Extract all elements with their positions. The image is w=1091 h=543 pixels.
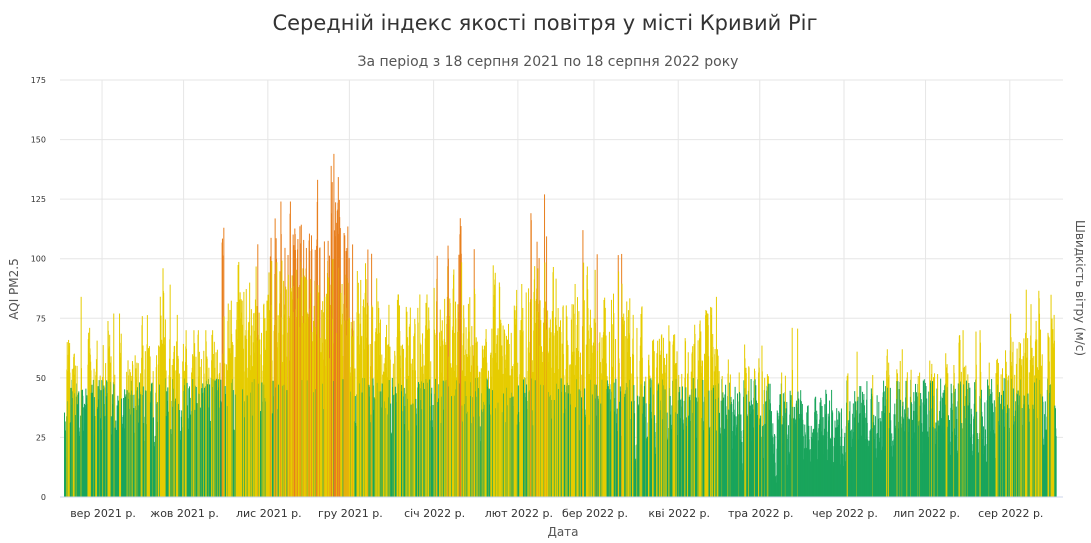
x-tick-label: лис 2021 р. xyxy=(236,507,302,520)
y-tick-label: 150 xyxy=(31,136,46,145)
y-tick-label: 75 xyxy=(36,314,46,323)
aqi-bar xyxy=(471,326,473,497)
y-tick-label: 100 xyxy=(31,255,46,264)
chart-title: Середній індекс якості повітря у місті К… xyxy=(272,11,817,35)
x-tick-label: гру 2021 р. xyxy=(318,507,383,520)
x-tick-label: вер 2021 р. xyxy=(70,507,136,520)
y2-axis-title: Швидкість вітру (м/с) xyxy=(1073,220,1087,356)
x-tick-label: сер 2022 р. xyxy=(978,507,1043,520)
x-tick-label: кві 2022 р. xyxy=(648,507,710,520)
aqi-bars xyxy=(64,153,1057,498)
y-tick-label: 25 xyxy=(36,433,46,442)
x-axis-title: Дата xyxy=(547,525,578,539)
y-axis-title: AQI PM2.5 xyxy=(7,258,21,319)
chart-subtitle: За період з 18 серпня 2021 по 18 серпня … xyxy=(358,54,739,70)
x-tick-label: тра 2022 р. xyxy=(728,507,794,520)
x-tick-label: лют 2022 р. xyxy=(485,507,553,520)
x-tick-label: січ 2022 р. xyxy=(404,507,465,520)
x-tick-label: жов 2021 р. xyxy=(150,507,219,520)
x-tick-label: чер 2022 р. xyxy=(812,507,878,520)
y-tick-label: 175 xyxy=(31,76,46,85)
y-axis-ticks: 0 25 50 75 100 125 150 175 xyxy=(31,76,46,502)
y-tick-label: 0 xyxy=(41,493,46,502)
x-tick-label: лип 2022 р. xyxy=(893,507,960,520)
x-axis-ticks: вер 2021 р. жов 2021 р. лис 2021 р. гру 202… xyxy=(70,507,1043,520)
x-tick-label: бер 2022 р. xyxy=(562,507,628,520)
aqi-bar xyxy=(715,296,717,497)
aqi-bar xyxy=(1055,436,1057,497)
y-tick-label: 50 xyxy=(36,374,46,383)
y-tick-label: 125 xyxy=(31,195,46,204)
